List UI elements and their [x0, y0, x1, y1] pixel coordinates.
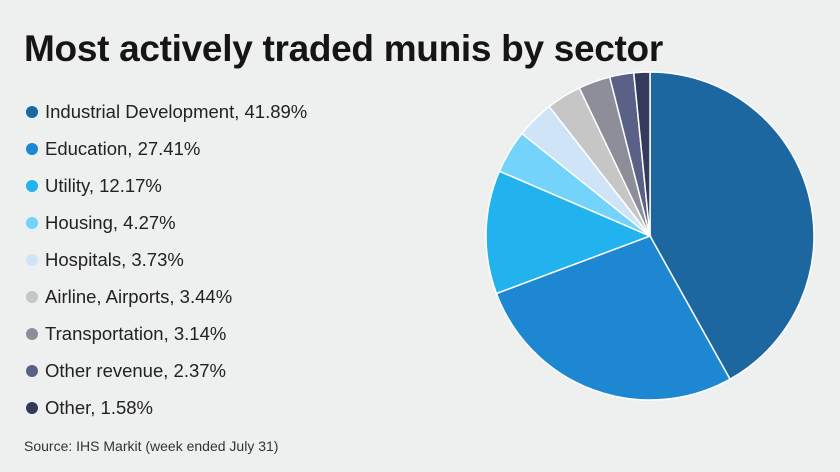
legend-item: Housing, 4.27% — [26, 204, 307, 241]
legend-item: Education, 27.41% — [26, 130, 307, 167]
legend-label: Education, 27.41% — [45, 137, 201, 159]
legend-item: Other, 1.58% — [26, 389, 307, 426]
legend-item: Industrial Development, 41.89% — [26, 93, 307, 130]
legend-swatch — [26, 105, 38, 118]
pie-slice-industrial-development — [649, 71, 815, 381]
legend: Industrial Development, 41.89% Education… — [26, 93, 307, 426]
legend-swatch — [26, 327, 38, 340]
legend-item: Airline, Airports, 3.44% — [26, 278, 307, 315]
legend-label: Transportation, 3.14% — [45, 322, 227, 344]
pie-slices — [485, 71, 815, 401]
legend-swatch — [26, 364, 38, 377]
legend-label: Housing, 4.27% — [45, 211, 176, 233]
legend-label: Hospitals, 3.73% — [45, 248, 184, 270]
legend-swatch — [26, 142, 38, 155]
legend-label: Industrial Development, 41.89% — [45, 100, 308, 122]
legend-swatch — [26, 179, 38, 192]
legend-item: Transportation, 3.14% — [26, 315, 307, 352]
legend-swatch — [26, 216, 38, 229]
legend-item: Other revenue, 2.37% — [26, 352, 307, 389]
source-note: Source: IHS Markit (week ended July 31) — [24, 438, 279, 454]
legend-label: Utility, 12.17% — [45, 174, 162, 196]
legend-item: Hospitals, 3.73% — [26, 241, 307, 278]
legend-swatch — [26, 401, 38, 414]
pie-slice-education — [495, 235, 732, 401]
legend-swatch — [26, 253, 38, 266]
legend-label: Other, 1.58% — [45, 396, 153, 418]
legend-swatch — [26, 290, 38, 303]
chart-title: Most actively traded munis by sector — [24, 28, 663, 69]
pie-slice-utility — [485, 170, 653, 295]
legend-label: Other revenue, 2.37% — [45, 359, 226, 381]
pie-slice-other — [632, 71, 651, 237]
legend-label: Airline, Airports, 3.44% — [45, 285, 233, 307]
legend-item: Utility, 12.17% — [26, 167, 307, 204]
